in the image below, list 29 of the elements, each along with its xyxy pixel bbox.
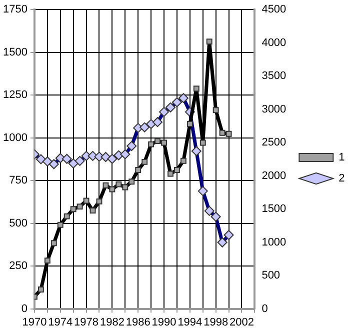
x-tick-label: 1978 — [74, 316, 99, 328]
y-tick-label: 0 — [21, 302, 28, 315]
legend-label: 2 — [338, 172, 345, 185]
y2-tick-label: 1000 — [262, 236, 286, 248]
x-tick-label: 1990 — [152, 316, 176, 328]
y-tick-label: 750 — [9, 174, 28, 187]
x-tick-label: 1974 — [48, 316, 73, 328]
y2-tick-label: 1500 — [262, 203, 286, 216]
y2-tick-label: 2500 — [262, 136, 286, 149]
y-tick-label: 500 — [9, 217, 28, 230]
y2-tick-label: 2000 — [262, 170, 286, 182]
x-tick-label: 1998 — [204, 316, 228, 328]
legend-label: 1 — [338, 152, 345, 164]
y-tick-label: 250 — [9, 260, 28, 272]
y-tick-label: 1000 — [2, 132, 28, 144]
y2-tick-label: 3000 — [262, 103, 286, 116]
x-tick-label: 1970 — [22, 316, 47, 328]
x-tick-label: 2002 — [230, 316, 254, 328]
x-tick-label: 1982 — [100, 316, 124, 328]
y-tick-label: 1500 — [2, 46, 28, 58]
y2-tick-label: 3500 — [262, 70, 286, 82]
x-tick-label: 1986 — [126, 316, 150, 328]
y-tick-label: 1750 — [2, 4, 28, 16]
y2-tick-label: 4500 — [262, 4, 286, 16]
x-tick-label: 1994 — [178, 316, 202, 328]
y-tick-label: 1250 — [2, 89, 28, 102]
y2-tick-label: 0 — [262, 302, 268, 315]
y2-tick-label: 500 — [262, 270, 280, 282]
y2-tick-label: 4000 — [262, 36, 286, 49]
